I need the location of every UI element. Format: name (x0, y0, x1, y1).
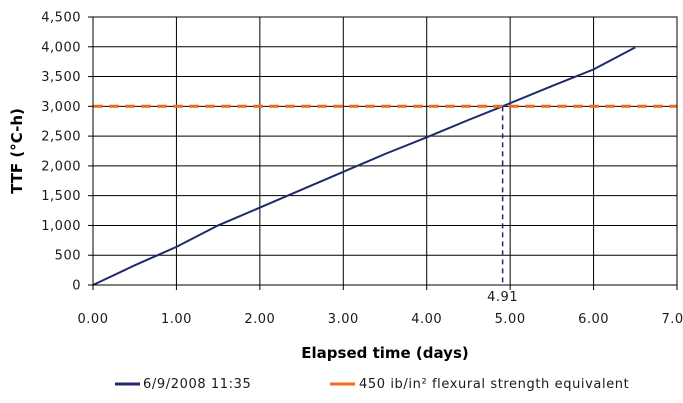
y-tick-label: 2,000 (41, 159, 81, 174)
y-tick-label: 0 (72, 279, 81, 294)
plot-frame (92, 16, 678, 286)
series-layer (92, 46, 677, 286)
x-tick-label: 3.00 (328, 312, 359, 327)
x-axis-ticks: 0.00 1.00 2.00 3.00 4.00 5.00 6.00 7.00 (78, 285, 683, 327)
y-tick-label: 4,000 (41, 40, 81, 55)
x-tick-label: 0.00 (78, 312, 109, 327)
annotation-layer: 4.91 (487, 106, 518, 305)
y-tick-label: 3,500 (41, 70, 81, 85)
y-axis-ticks: 0 500 1,000 1,500 2,000 2,500 3,000 3,500 4,000 4… (41, 11, 93, 294)
annotation-label: 4.91 (487, 290, 518, 305)
legend-label-series-2: 450 ib/in² flexural strength equivalent (359, 377, 629, 392)
y-tick-label: 1,500 (41, 189, 81, 204)
x-tick-label: 1.00 (161, 312, 192, 327)
x-tick-label: 2.00 (244, 312, 275, 327)
x-axis-title: Elapsed time (days) (301, 344, 468, 362)
legend-label-series-1: 6/9/2008 11:35 (143, 377, 251, 392)
y-tick-label: 500 (55, 249, 81, 264)
y-tick-label: 1,000 (41, 219, 81, 234)
x-tick-label: 6.00 (578, 312, 609, 327)
x-tick-label: 4.00 (411, 312, 442, 327)
y-tick-label: 2,500 (41, 130, 81, 145)
y-tick-label: 4,500 (41, 11, 81, 26)
y-tick-label: 3,000 (41, 100, 81, 115)
y-axis-title: TTF (°C-h) (8, 108, 26, 194)
x-tick-label: 7.00 (662, 312, 683, 327)
legend: 6/9/2008 11:35 450 ib/in² flexural stren… (115, 377, 629, 392)
series-line-1 (92, 46, 636, 286)
x-tick-label: 5.00 (495, 312, 526, 327)
